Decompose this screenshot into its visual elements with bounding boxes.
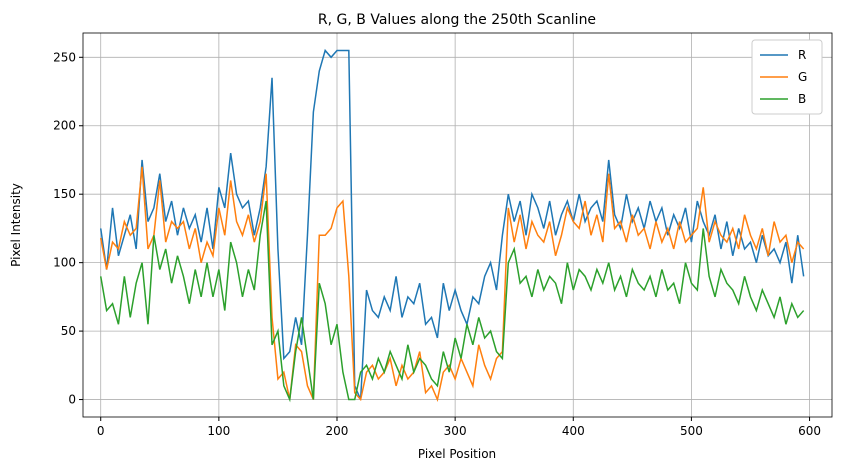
series-line [99, 48, 805, 400]
legend-label: B [798, 92, 806, 106]
y-tick-label: 0 [68, 393, 76, 407]
y-tick-label: 100 [53, 256, 76, 270]
x-axis-label: Pixel Position [418, 447, 496, 461]
x-tick-label: 0 [97, 424, 105, 438]
series-line [99, 166, 805, 402]
x-tick-label: 200 [326, 424, 349, 438]
x-tick-label: 400 [562, 424, 585, 438]
x-tick-label: 300 [444, 424, 467, 438]
y-axis-label: Pixel Intensity [9, 183, 23, 267]
x-tick-label: 600 [798, 424, 821, 438]
y-tick-label: 150 [53, 187, 76, 201]
y-tick-label: 50 [61, 324, 76, 338]
x-tick-label: 100 [207, 424, 230, 438]
chart-title: R, G, B Values along the 250th Scanline [318, 12, 596, 28]
x-tick-label: 500 [680, 424, 703, 438]
plot-frame [82, 32, 833, 418]
y-tick-label: 200 [53, 119, 76, 133]
legend-label: R [798, 48, 806, 62]
y-tick-label: 250 [53, 50, 76, 64]
series-line [99, 200, 805, 403]
legend-label: G [798, 70, 807, 84]
